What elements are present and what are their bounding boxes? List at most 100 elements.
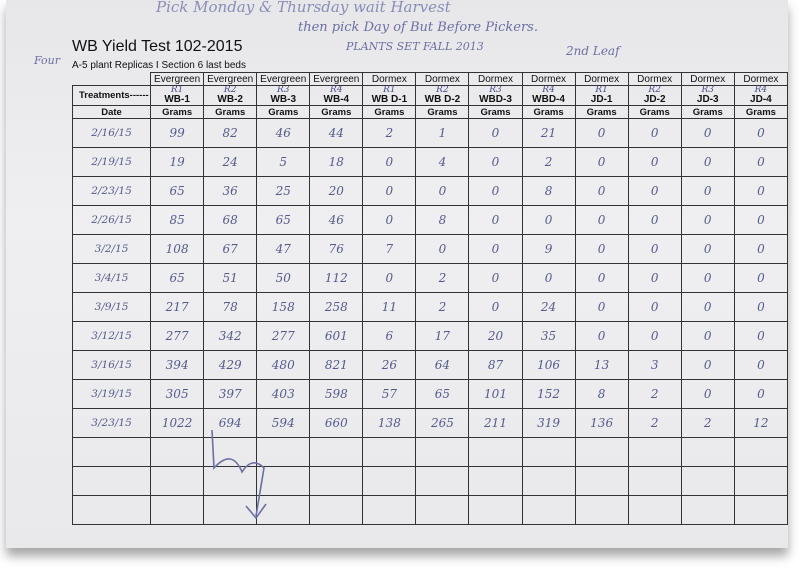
value-cell: 0 — [627, 147, 682, 177]
treatment-code: WB D-1 — [371, 94, 408, 105]
empty-cell — [627, 495, 682, 525]
value-cell: 0 — [680, 234, 735, 264]
value-cell: 0 — [627, 234, 682, 264]
empty-cell — [203, 466, 258, 496]
unit-label: Grams — [256, 105, 311, 119]
table-row: 2/16/15 99 82 46 44 2 1 0 21 0 0 0 0 — [71, 118, 788, 148]
value-cell: 403 — [256, 379, 311, 409]
handwritten-note-pick-day: then pick Day of But Before Pickers. — [298, 20, 538, 35]
empty-cell — [415, 495, 470, 525]
empty-cell — [680, 437, 735, 467]
table-row: 2/23/15 65 36 25 20 0 0 0 8 0 0 0 0 — [71, 176, 788, 206]
value-cell: 101 — [468, 379, 523, 409]
treatment-header-cell: R2 WB D-2 — [415, 85, 470, 106]
yield-table: Evergreen Evergreen Evergreen Evergreen Dorm… — [71, 72, 788, 525]
value-cell: 0 — [627, 292, 682, 322]
value-cell: 0 — [627, 321, 682, 351]
value-cell: 594 — [256, 408, 311, 438]
value-cell: 0 — [468, 205, 523, 235]
treatment-code: JD-3 — [696, 94, 719, 105]
value-cell: 342 — [203, 321, 258, 351]
unit-label: Grams — [574, 105, 629, 119]
empty-cell — [680, 466, 735, 496]
value-cell: 0 — [362, 263, 417, 293]
value-cell: 0 — [574, 147, 629, 177]
unit-label: Grams — [733, 105, 788, 119]
value-cell: 0 — [733, 118, 788, 148]
date-cell: 3/2/15 — [71, 234, 152, 264]
value-cell: 8 — [521, 176, 576, 206]
value-cell: 57 — [362, 379, 417, 409]
value-cell: 0 — [574, 234, 629, 264]
empty-row — [71, 437, 788, 467]
empty-cell — [680, 495, 735, 525]
table-row: 3/9/15 217 78 158 258 11 2 0 24 0 0 0 0 — [71, 292, 788, 322]
date-cell: 3/4/15 — [71, 263, 152, 293]
table-row: 3/12/15 277 342 277 601 6 17 20 35 0 0 0 0 — [71, 321, 788, 351]
value-cell: 2 — [415, 292, 470, 322]
treatment-header-cell: R4 WB-4 — [309, 85, 364, 106]
empty-cell — [468, 466, 523, 496]
value-cell: 112 — [309, 263, 364, 293]
value-cell: 601 — [309, 321, 364, 351]
value-cell: 0 — [733, 263, 788, 293]
value-cell: 18 — [309, 147, 364, 177]
treatment-header-cell: R1 WB D-1 — [362, 85, 417, 106]
value-cell: 65 — [256, 205, 311, 235]
group-label: Evergreen — [150, 72, 205, 86]
value-cell: 394 — [150, 350, 205, 380]
date-cell: 2/23/15 — [71, 176, 152, 206]
value-cell: 78 — [203, 292, 258, 322]
table-row: 3/23/15 1022 694 594 660 138 265 211 319 136 2 2 12 — [71, 408, 788, 438]
value-cell: 87 — [468, 350, 523, 380]
empty-cell — [468, 495, 523, 525]
treatment-code: WB-1 — [164, 94, 190, 105]
table-row: 3/16/15 394 429 480 821 26 64 87 106 13 3 0 0 — [71, 350, 788, 380]
header-units-row: Date Grams Grams Grams Grams Grams Grams Grams G… — [71, 105, 788, 119]
table-row: 3/19/15 305 397 403 598 57 65 101 152 8 2 0 0 — [71, 379, 788, 409]
value-cell: 0 — [468, 234, 523, 264]
header-blank-cell — [72, 72, 151, 86]
empty-cell — [150, 437, 205, 467]
value-cell: 0 — [733, 234, 788, 264]
empty-cell — [574, 437, 629, 467]
table-row: 2/26/15 85 68 65 46 0 8 0 0 0 0 0 0 — [71, 205, 788, 235]
rep-label: R1 — [170, 85, 184, 95]
value-cell: 2 — [415, 263, 470, 293]
value-cell: 305 — [150, 379, 205, 409]
sheet-title: WB Yield Test 102-2015 — [72, 38, 243, 55]
value-cell: 0 — [468, 147, 523, 177]
empty-cell — [71, 466, 152, 496]
value-cell: 65 — [415, 379, 470, 409]
value-cell: 25 — [256, 176, 311, 206]
empty-cell — [733, 437, 788, 467]
value-cell: 0 — [733, 176, 788, 206]
value-cell: 0 — [733, 350, 788, 380]
value-cell: 76 — [309, 234, 364, 264]
rep-label: R1 — [595, 85, 608, 95]
treatment-code: WB-2 — [217, 94, 243, 105]
value-cell: 0 — [680, 379, 735, 409]
value-cell: 13 — [574, 350, 629, 380]
empty-cell — [468, 437, 523, 467]
value-cell: 0 — [362, 147, 417, 177]
value-cell: 51 — [203, 263, 258, 293]
value-cell: 265 — [415, 408, 470, 438]
group-label: Dormex — [362, 72, 417, 86]
value-cell: 0 — [733, 321, 788, 351]
table-row: 3/2/15 108 67 47 76 7 0 0 9 0 0 0 0 — [71, 234, 788, 264]
data-sheet: Pick Monday & Thursday wait Harvest then… — [6, 0, 788, 548]
unit-label: Grams — [521, 105, 576, 119]
value-cell: 0 — [680, 350, 735, 380]
value-cell: 0 — [680, 147, 735, 177]
value-cell: 1 — [415, 118, 470, 148]
handwritten-note-left: Four — [34, 54, 60, 67]
treatment-code: JD-4 — [750, 94, 772, 105]
rep-label: R4 — [542, 85, 555, 95]
treatment-code: WB-3 — [270, 94, 297, 105]
value-cell: 20 — [468, 321, 523, 351]
treatment-code: WBD-3 — [479, 94, 512, 105]
value-cell: 258 — [309, 292, 364, 322]
date-cell: 2/26/15 — [71, 205, 152, 235]
value-cell: 108 — [150, 234, 205, 264]
